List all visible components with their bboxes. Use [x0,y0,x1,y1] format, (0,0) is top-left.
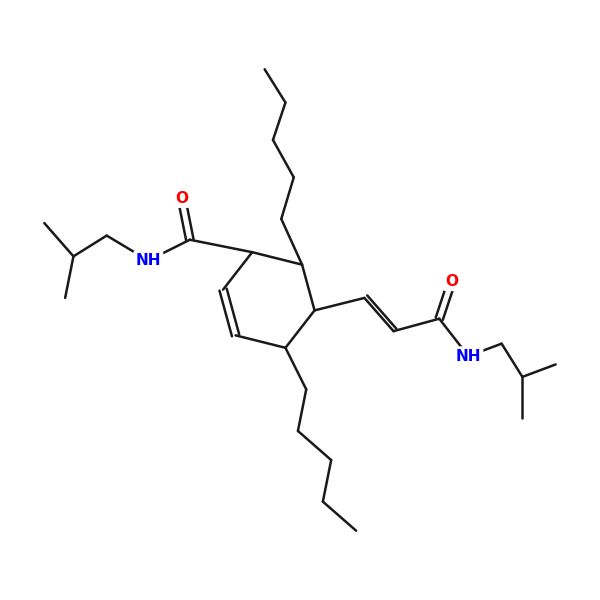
Text: NH: NH [455,349,481,364]
Text: NH: NH [136,253,161,268]
Text: O: O [175,191,188,206]
Text: O: O [445,274,458,289]
